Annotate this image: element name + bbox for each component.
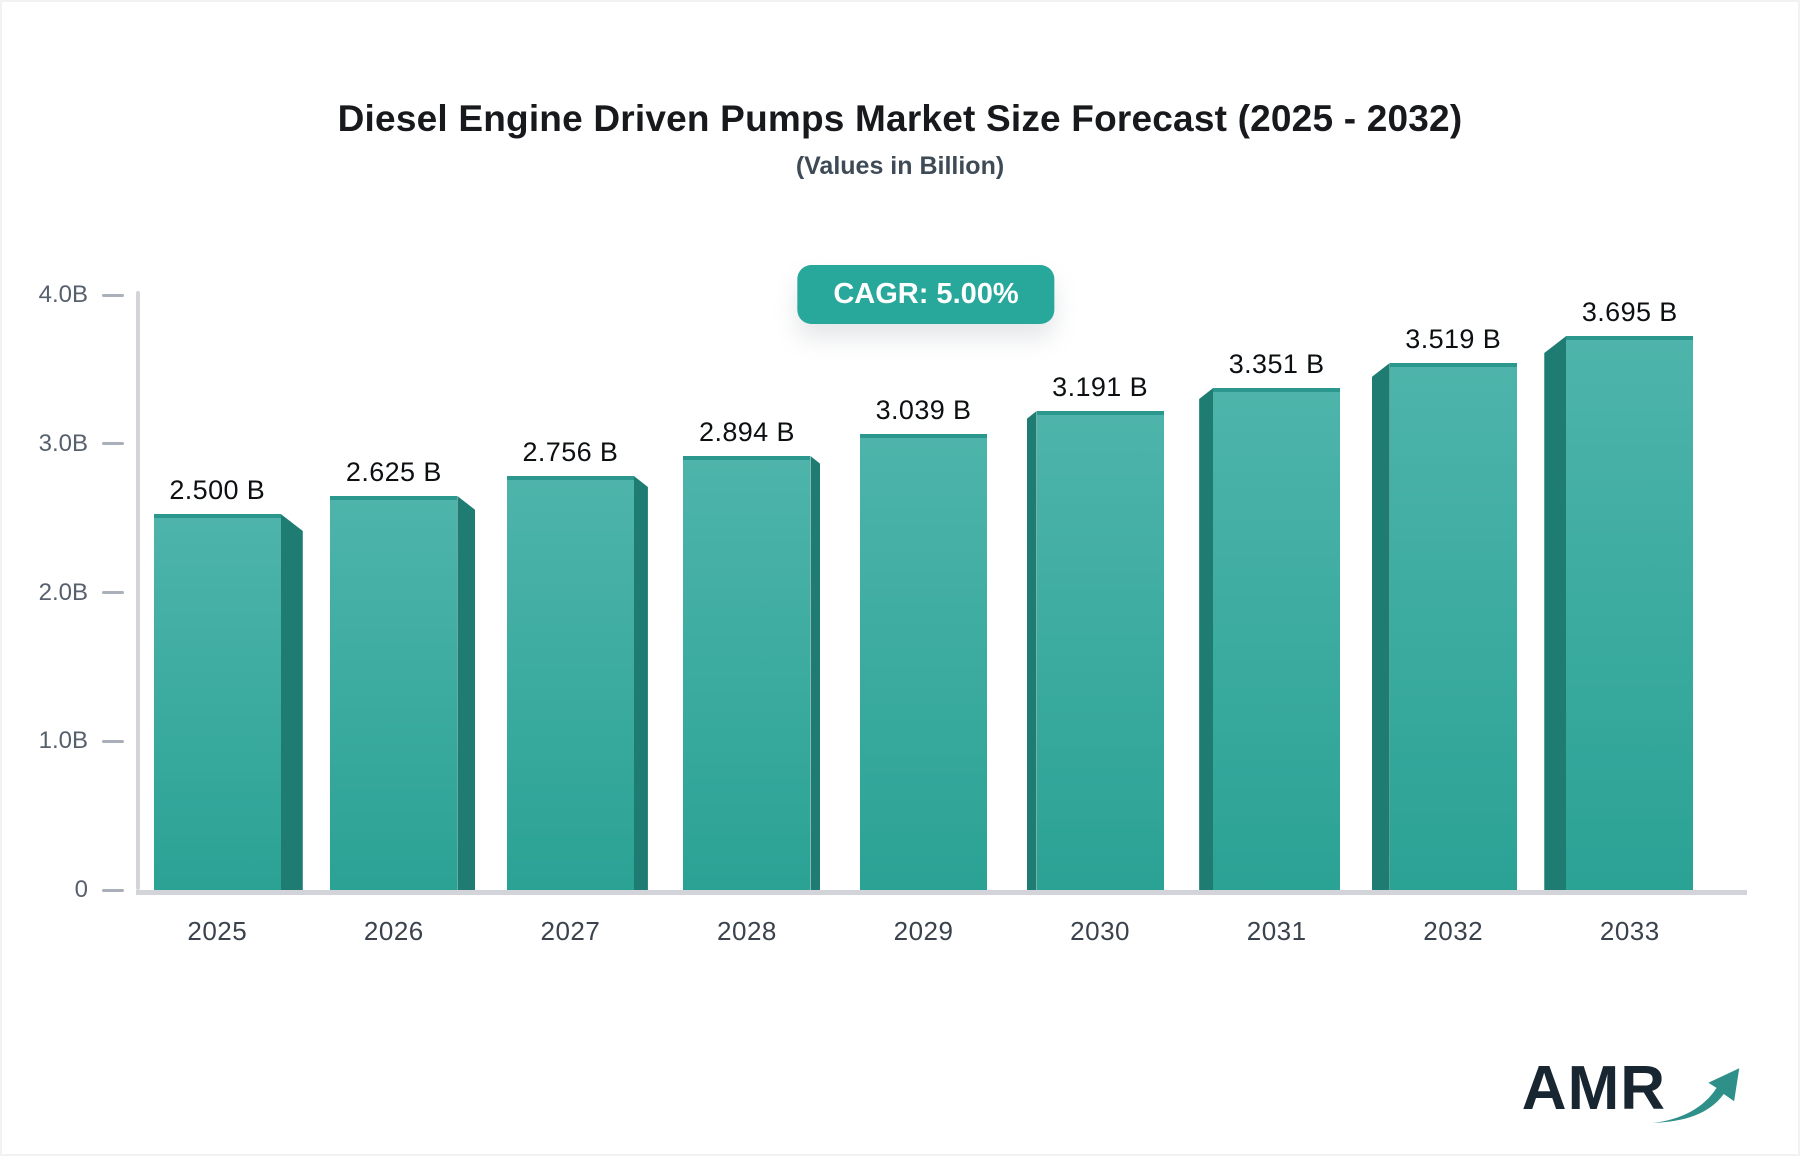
bar-value-label: 2.500 B [169, 475, 266, 505]
growth-arrow-icon [1652, 1068, 1740, 1123]
x-axis-label-2027: 2027 [540, 916, 601, 946]
bar-value-label: 2.894 B [699, 417, 795, 447]
bar-value-label: 3.695 B [1581, 297, 1678, 327]
y-tick-label: 4.0B [38, 281, 88, 308]
logo-text: AMR [1521, 1054, 1666, 1123]
y-axis: 0 1.0B 2.0B 3.0B 4.0B [2, 281, 124, 903]
bar-group-2029: 3.039 B [835, 295, 1012, 890]
bar-2033: 3.695 B [1544, 297, 1694, 890]
x-axis-label-2029: 2029 [893, 916, 954, 946]
bar-2027: 2.756 B [506, 437, 648, 890]
bar-3d-side [1026, 411, 1037, 890]
bar-3d-side [280, 514, 303, 890]
bar-group-2030: 3.191 B [1012, 295, 1189, 890]
bar-2028: 2.894 B [683, 417, 821, 890]
y-tick-3.0B: 3.0B [39, 430, 124, 458]
x-axis-label-2032: 2032 [1423, 916, 1484, 946]
bar-3d-side [810, 456, 821, 890]
y-tick-mark [102, 888, 124, 892]
bar-group-2031: 3.351 B [1188, 295, 1365, 890]
y-tick-label: 1.0B [38, 727, 88, 755]
y-tick-mark [102, 591, 124, 594]
x-axis-label-2030: 2030 [1070, 916, 1131, 946]
y-tick-label: 2.0B [38, 578, 88, 606]
bar-group-2026: 2.625 B [306, 295, 483, 890]
y-tick-label: 0 [74, 876, 88, 903]
bar-value-label: 2.625 B [345, 457, 442, 487]
bar-2030: 3.191 B [1026, 372, 1164, 890]
y-tick-0: 0 [75, 876, 124, 904]
y-axis-line [136, 291, 140, 890]
bar-3d-side [1199, 388, 1214, 890]
x-axis-line [136, 890, 1747, 895]
y-tick-mark [102, 442, 124, 446]
bar-value-label: 3.519 B [1405, 324, 1502, 354]
y-tick-1.0B: 1.0B [39, 727, 124, 755]
bar-value-label: 3.191 B [1052, 372, 1149, 402]
chart-title: Diesel Engine Driven Pumps Market Size F… [337, 98, 1463, 139]
x-axis-label-2033: 2033 [1599, 916, 1660, 946]
bar-value-label: 3.351 B [1228, 349, 1325, 379]
bar-3d-side [1371, 363, 1390, 890]
amr-logo: AMR [1522, 1058, 1746, 1126]
y-tick-mark [102, 293, 124, 297]
x-axis-labels: 2025 2026 2027 2028 2029 2030 2031 2032 2033 [129, 916, 1718, 947]
bar-2025: 2.500 B [153, 475, 303, 890]
bar-2032: 3.519 B [1371, 324, 1517, 890]
y-tick-2.0B: 2.0B [39, 579, 124, 607]
x-axis-label-2026: 2026 [363, 916, 424, 946]
bar-group-2025: 2.500 B [129, 295, 306, 890]
bar-group-2027: 2.756 B [482, 295, 659, 890]
bar-2029: 3.039 B [860, 395, 988, 890]
bar-group-2028: 2.894 B [659, 295, 836, 890]
bar-value-label: 3.039 B [875, 395, 972, 425]
y-tick-mark [102, 739, 124, 743]
bar-value-label: 2.756 B [522, 437, 619, 467]
bar-3d-side [633, 476, 648, 890]
cagr-badge: CAGR: 5.00% [797, 265, 1055, 324]
bar-2031: 3.351 B [1199, 349, 1341, 890]
bar-group-2032: 3.519 B [1365, 295, 1542, 890]
bar-group-2033: 3.695 B [1542, 295, 1719, 890]
x-axis-label-2028: 2028 [717, 916, 777, 946]
bar-3d-side [1544, 336, 1567, 890]
x-axis-label-2025: 2025 [187, 916, 248, 946]
bars-row: 2.500 B 2.625 B 2.756 B 2.894 B 3.039 B 3.191… [129, 295, 1718, 890]
bar-3d-side [457, 496, 476, 890]
bar-2026: 2.625 B [330, 457, 476, 890]
y-tick-4.0B: 4.0B [39, 281, 124, 309]
x-axis-label-2031: 2031 [1246, 916, 1307, 946]
chart-subtitle: (Values in Billion) [795, 152, 1005, 180]
y-tick-label: 3.0B [38, 429, 88, 457]
